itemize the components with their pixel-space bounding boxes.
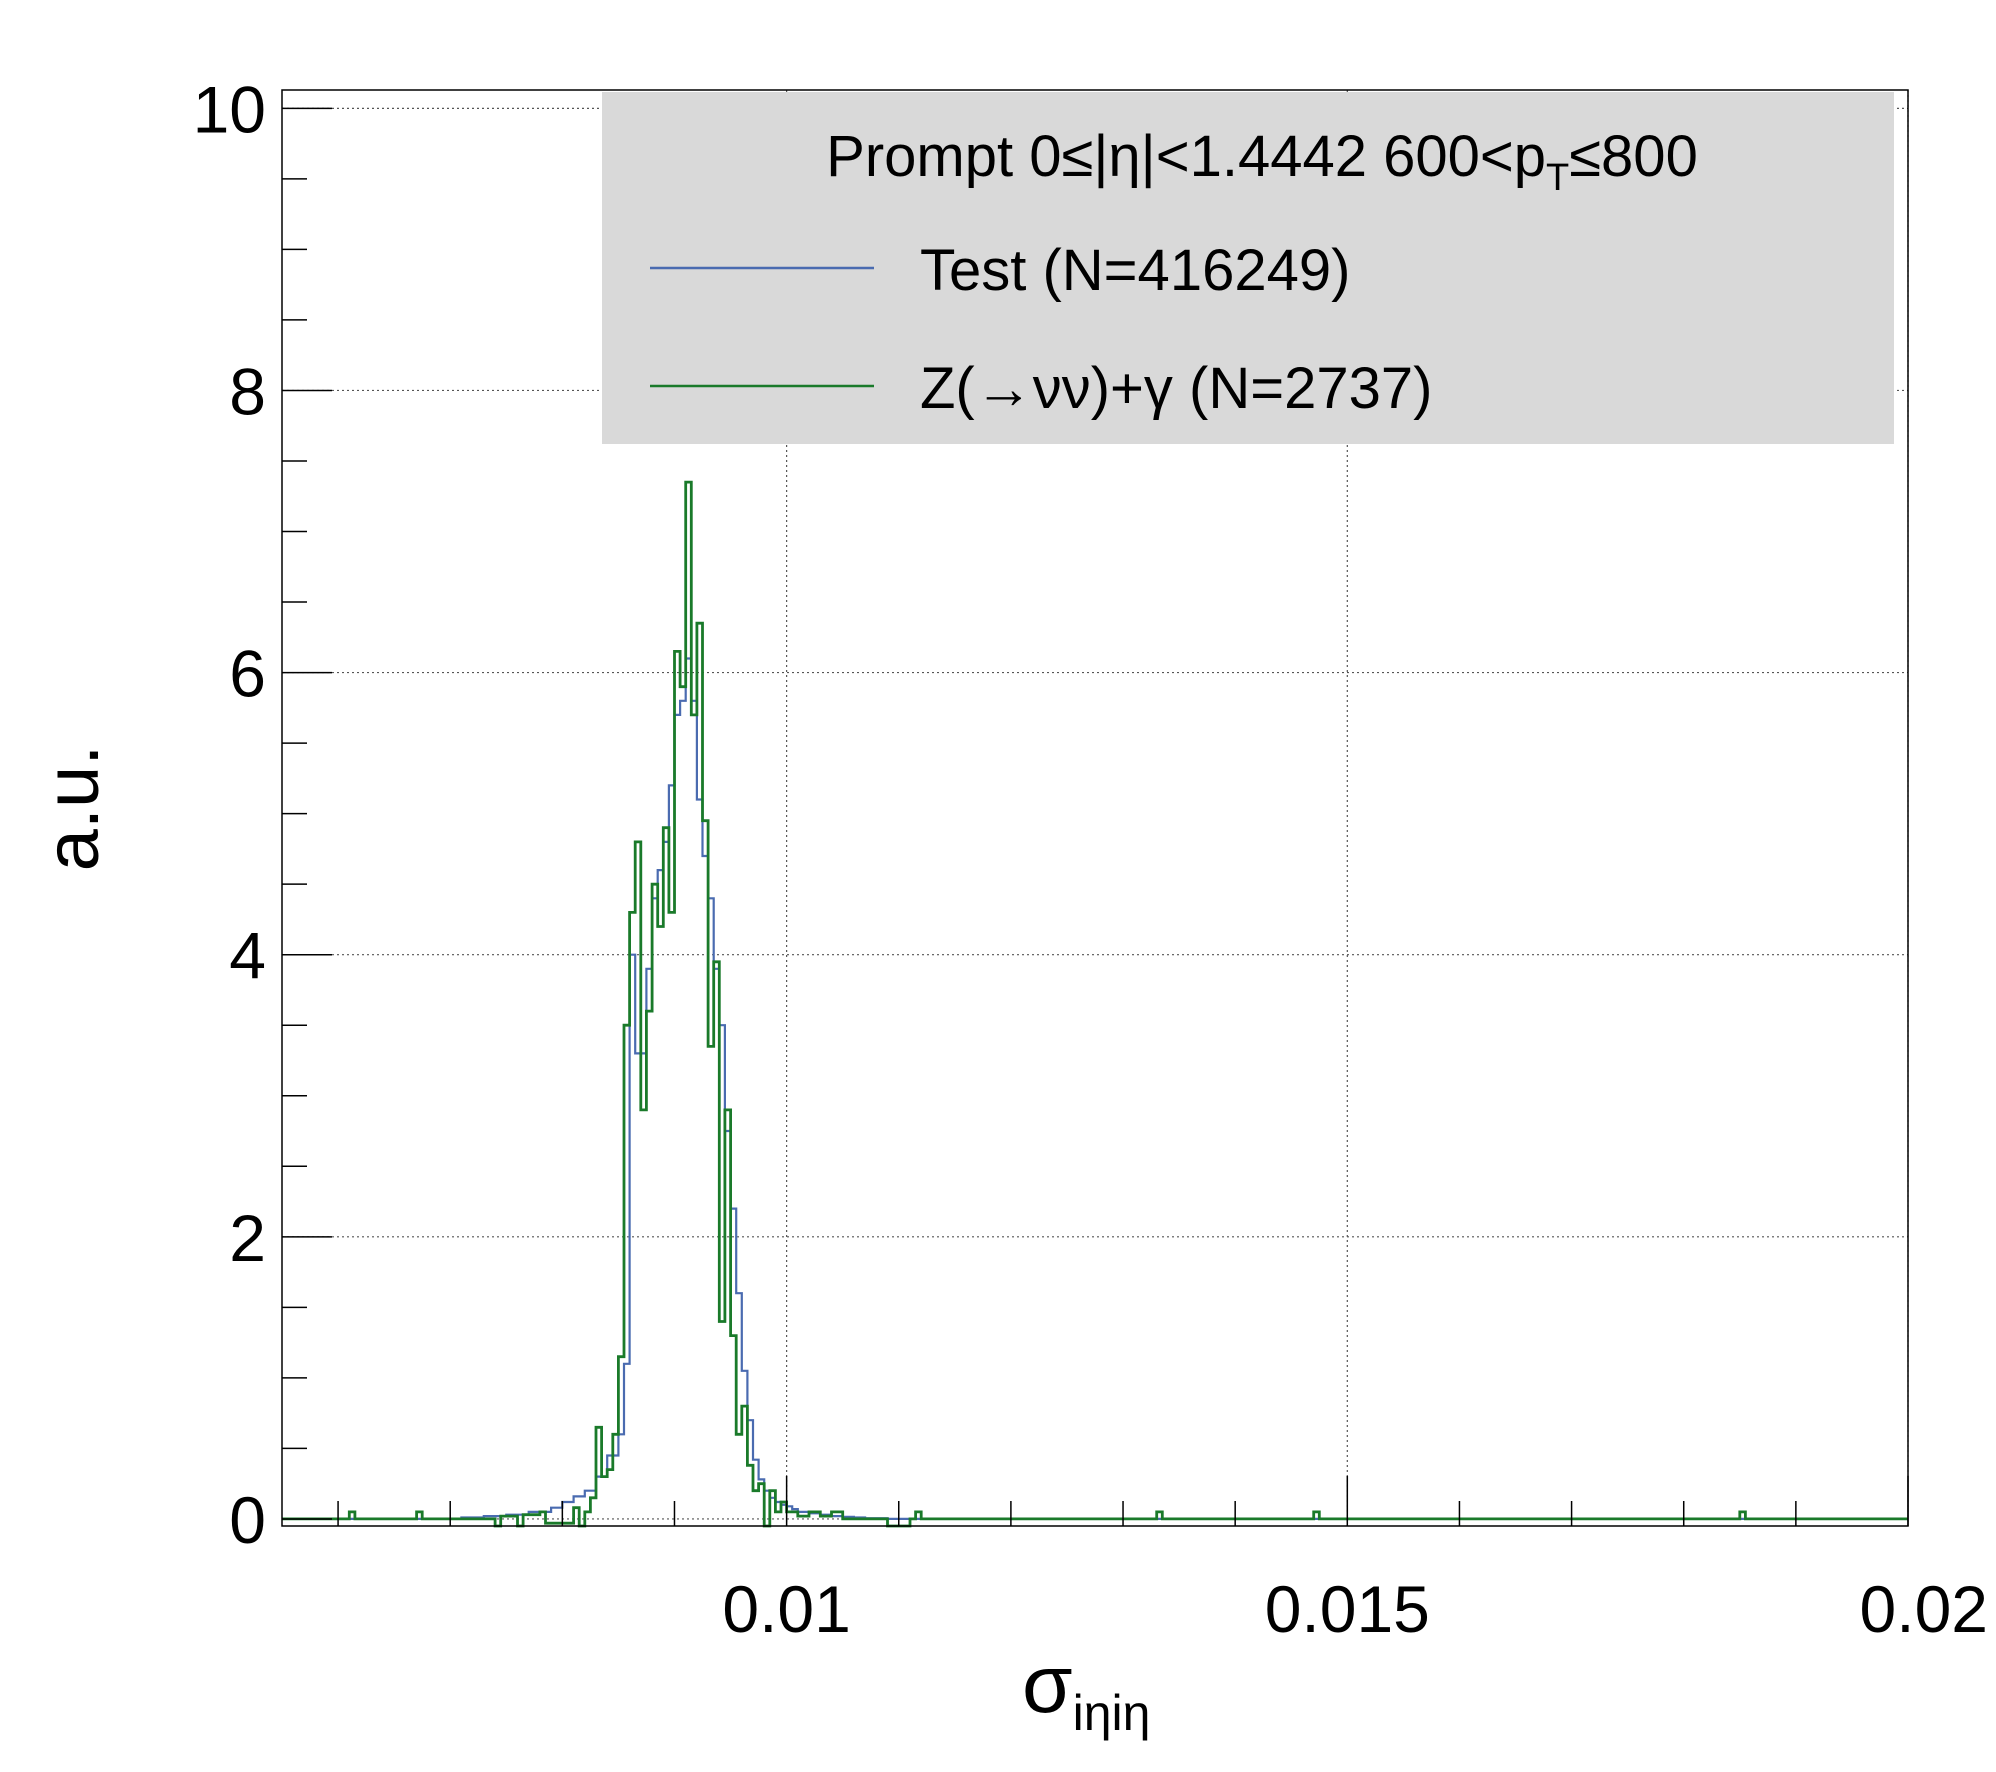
y-axis-title: a.u. xyxy=(30,745,115,872)
legend-header-subscript: T xyxy=(1546,157,1569,199)
legend: Prompt 0≤|η|<1.4442 600<pT≤800 Test (N=4… xyxy=(602,92,1894,444)
series-line-1 xyxy=(282,480,1908,1528)
legend-header: Prompt 0≤|η|<1.4442 600<pT≤800 xyxy=(826,124,1698,199)
legend-header-tail: ≤800 xyxy=(1569,124,1698,189)
axis-ticks xyxy=(282,107,1909,1526)
x-axis-title-main: σ xyxy=(1022,1639,1073,1730)
x-tick-label-2: 0.02 xyxy=(1860,1572,1988,1646)
series-line-0 xyxy=(282,657,1908,1520)
y-tick-label-0: 0 xyxy=(229,1483,266,1557)
y-tick-label-4: 8 xyxy=(229,354,266,428)
x-axis-title: σiηiη xyxy=(1022,1639,1150,1741)
x-axis-title-subscript: iηiη xyxy=(1073,1685,1151,1741)
x-tick-label-0: 0.01 xyxy=(722,1572,850,1646)
y-tick-label-5: 10 xyxy=(193,72,266,146)
legend-header-main: Prompt 0≤|η|<1.4442 600<p xyxy=(826,124,1546,189)
x-tick-label-1: 0.015 xyxy=(1265,1572,1430,1646)
tick-labels: 0 2 4 6 8 10 0.01 0.015 0.02 xyxy=(193,72,1988,1646)
series-group xyxy=(282,480,1908,1528)
legend-entry-znunu: Z(→νν)+γ (N=2737) xyxy=(920,356,1432,421)
y-tick-label-2: 4 xyxy=(229,919,266,993)
plot-frame xyxy=(281,89,1909,1527)
y-tick-label-3: 6 xyxy=(229,637,266,711)
legend-entry-test: Test (N=416249) xyxy=(920,238,1350,303)
y-tick-label-1: 2 xyxy=(229,1201,266,1275)
